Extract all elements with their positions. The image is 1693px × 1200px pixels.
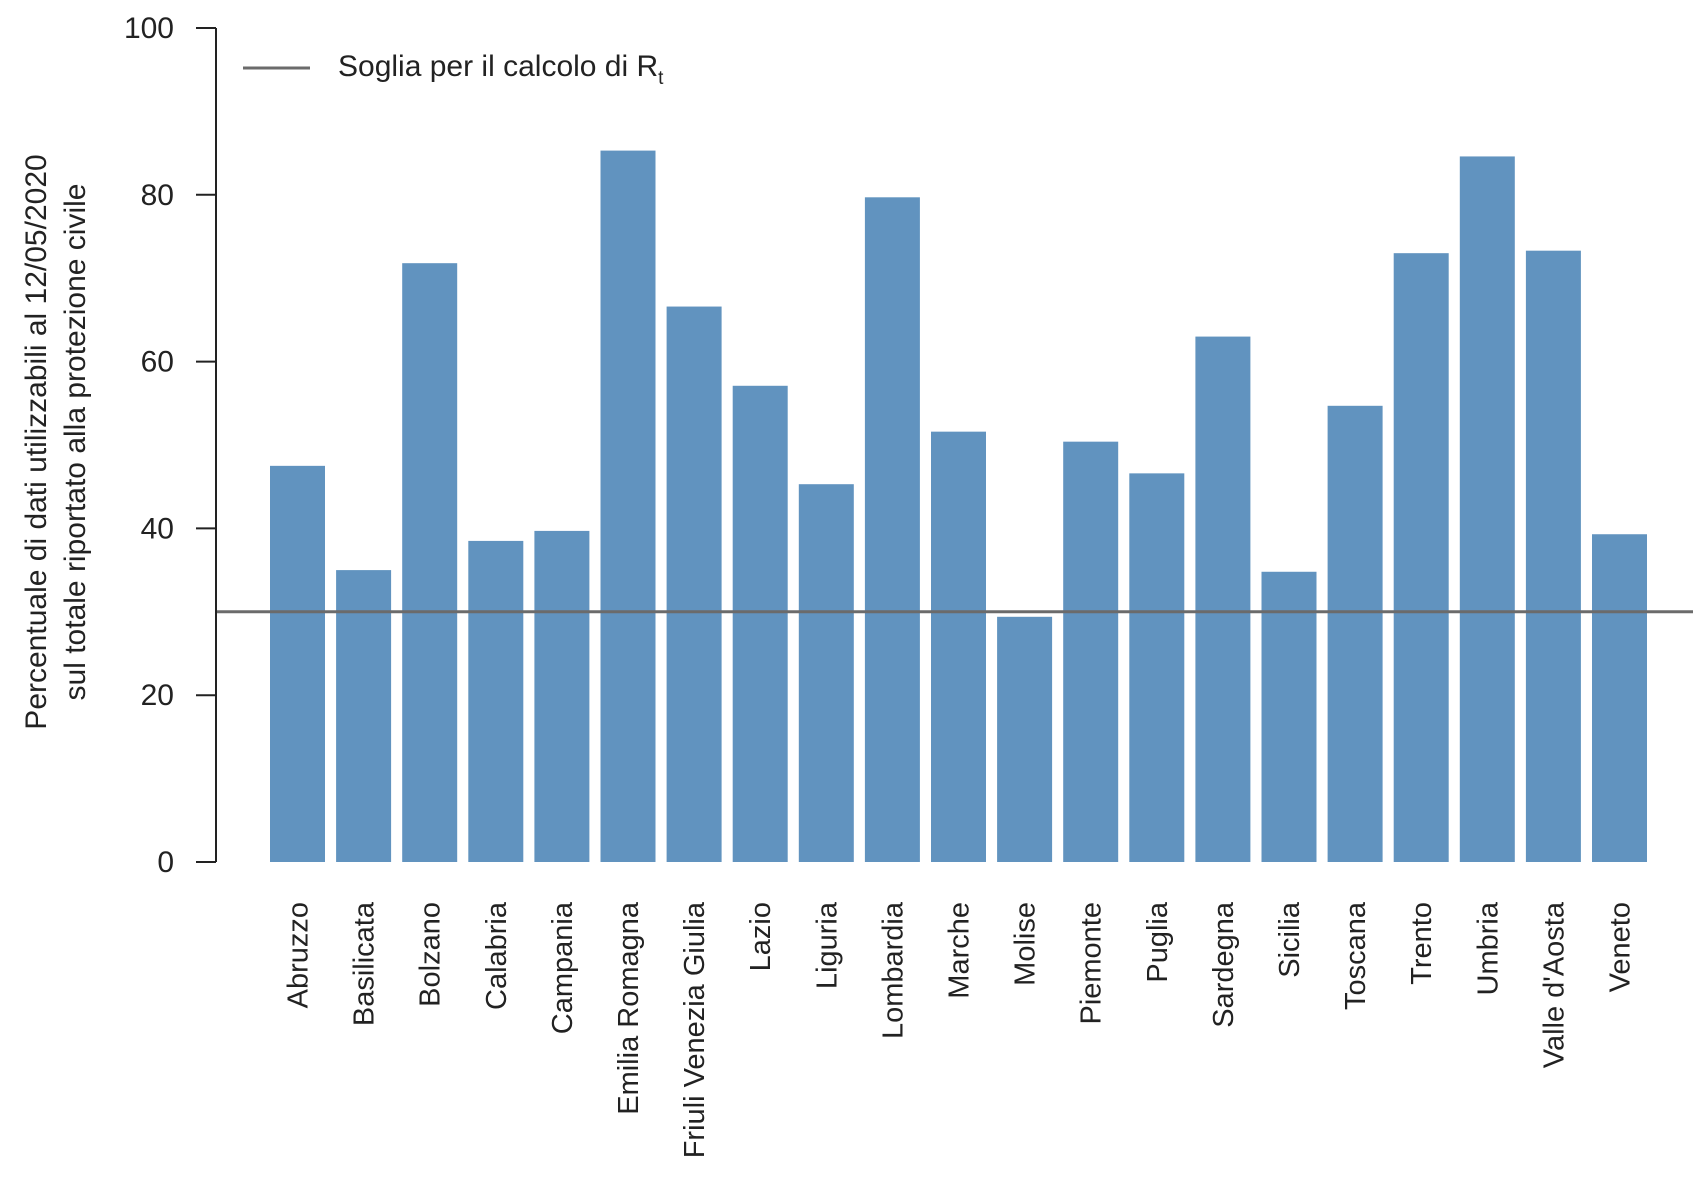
x-axis-labels: Abruzzo Basilicata Bolzano Calabria Campania… [283, 901, 1637, 1158]
legend-label-main: Soglia per il calcolo di R [338, 50, 658, 83]
y-tick-label-80: 80 [141, 179, 174, 212]
x-label-bolzano: Bolzano [415, 902, 447, 1007]
x-label-lombardia: Lombardia [877, 901, 909, 1039]
x-label-veneto: Veneto [1605, 902, 1637, 992]
bar-umbria [1459, 156, 1515, 862]
bar-sicilia [1261, 571, 1317, 862]
bar-lombardia [864, 197, 920, 862]
bar-calabria [468, 540, 524, 862]
bar-abruzzo [270, 465, 325, 862]
x-label-sicilia: Sicilia [1274, 901, 1306, 978]
y-tick-label-20: 20 [141, 679, 174, 712]
x-label-toscana: Toscana [1340, 901, 1372, 1010]
bar-sardegna [1195, 336, 1251, 863]
bar-bolzano [402, 263, 458, 862]
x-label-friuli-venezia-giulia: Friuli Venezia Giulia [679, 901, 711, 1158]
x-label-lazio: Lazio [745, 902, 777, 971]
x-label-valle-d-aosta: Valle d'Aosta [1538, 901, 1570, 1068]
x-label-puglia: Puglia [1142, 901, 1174, 982]
legend-label-subscript: t [658, 68, 664, 89]
bars-group [270, 150, 1647, 863]
bar-friuli-venezia-giulia [666, 306, 722, 862]
bar-campania [534, 530, 590, 862]
bar-piemonte [1063, 441, 1119, 862]
x-label-trento: Trento [1406, 902, 1438, 985]
legend-label: Soglia per il calcolo di Rt [338, 50, 664, 89]
y-tick-label-100: 100 [124, 12, 174, 45]
y-tick-label-0: 0 [157, 846, 174, 879]
x-label-umbria: Umbria [1472, 901, 1504, 995]
y-tick-label-40: 40 [141, 512, 174, 545]
y-axis: 0 20 40 60 80 100 [124, 12, 217, 879]
bar-marche [931, 431, 986, 862]
x-label-basilicata: Basilicata [349, 901, 381, 1026]
bar-puglia [1129, 473, 1185, 862]
y-axis-title-line-2: sul totale riportato alla protezione civ… [59, 184, 92, 701]
y-tick-label-60: 60 [141, 346, 174, 379]
x-label-molise: Molise [1010, 902, 1042, 986]
legend: Soglia per il calcolo di Rt [243, 50, 664, 89]
bar-emilia-romagna [600, 150, 656, 862]
x-label-liguria: Liguria [811, 901, 843, 989]
bar-molise [997, 616, 1053, 862]
bar-veneto [1592, 534, 1647, 862]
x-label-sardegna: Sardegna [1208, 901, 1240, 1028]
bar-liguria [798, 484, 854, 862]
bar-lazio [732, 385, 788, 862]
bar-valle-d-aosta [1525, 250, 1581, 863]
bar-trento [1393, 253, 1449, 862]
x-label-campania: Campania [547, 901, 579, 1034]
y-axis-title-line-1: Percentuale di dati utilizzabili al 12/0… [20, 154, 53, 729]
bar-toscana [1327, 405, 1383, 862]
x-label-calabria: Calabria [481, 901, 513, 1010]
x-label-marche: Marche [944, 902, 976, 999]
x-label-piemonte: Piemonte [1076, 902, 1108, 1025]
x-label-abruzzo: Abruzzo [283, 902, 315, 1008]
x-label-emilia-romagna: Emilia Romagna [613, 901, 645, 1115]
bar-basilicata [336, 570, 392, 862]
